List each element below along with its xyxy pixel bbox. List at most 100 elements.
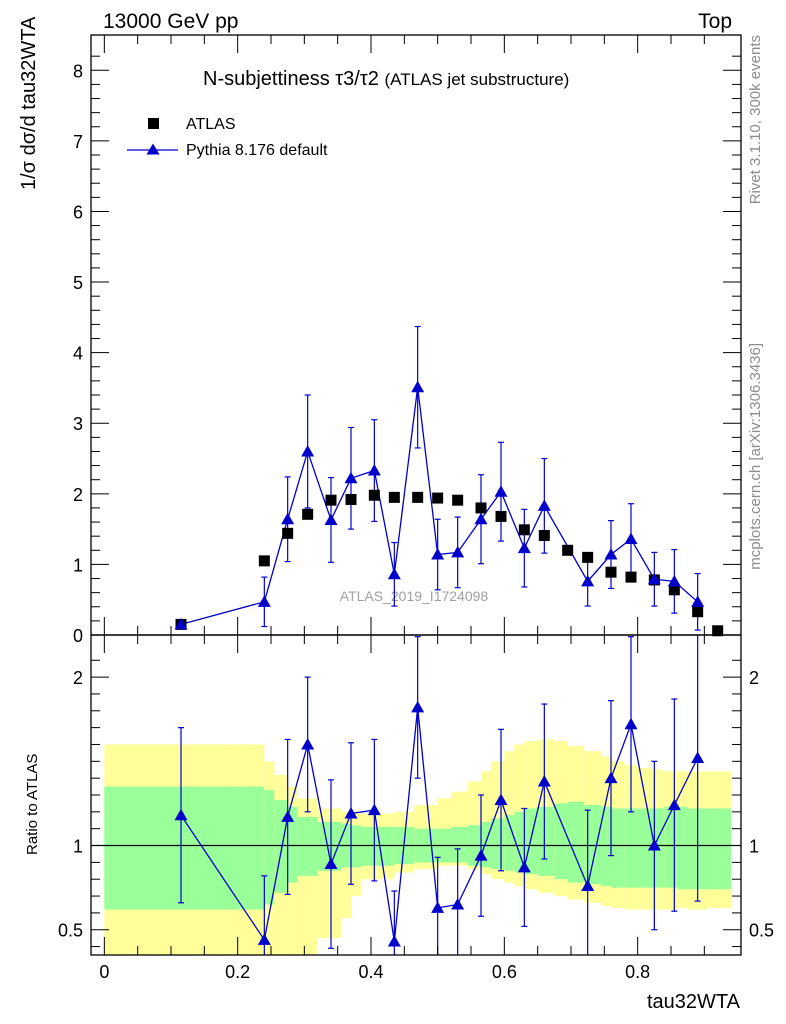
plot-title-note: (ATLAS jet substructure) — [384, 70, 569, 89]
main-plot-marks — [174, 325, 724, 637]
ratio-band-inner — [237, 786, 265, 910]
y-tick-label: 4 — [73, 344, 83, 364]
pythia-data-point — [517, 541, 531, 554]
x-axis-title: tau32WTA — [647, 991, 741, 1013]
ratio-band-inner — [537, 806, 555, 876]
ratio-y-tick-label-right: 0.5 — [749, 921, 774, 941]
main-plot-axes: 0 1 2 3 4 5 6 7 8 — [73, 34, 742, 646]
atlas-data-point — [538, 529, 550, 541]
main-plot: ATLAS_2019_I1724098 0 1 2 3 4 5 6 7 8 N-subjetti… — [18, 16, 742, 646]
analysis-watermark: ATLAS_2019_I1724098 — [340, 588, 489, 604]
pythia-data-point — [387, 567, 401, 580]
atlas-data-point — [452, 494, 464, 506]
ratio-data-point — [367, 803, 381, 816]
ratio-band-inner — [611, 808, 625, 888]
y-tick-label: 3 — [73, 414, 83, 434]
y-tick-label: 0 — [73, 626, 83, 646]
atlas-data-point — [258, 555, 270, 567]
ratio-band-inner — [567, 801, 585, 883]
ratio-data-point — [451, 897, 465, 910]
ratio-data-point — [691, 751, 705, 763]
atlas-data-point — [668, 584, 680, 596]
atlas-data-point — [412, 491, 424, 503]
ratio-data-point — [257, 933, 271, 945]
x-tick-label: 0.4 — [358, 962, 383, 982]
x-tick-label: 0 — [99, 962, 109, 982]
ratio-data-point — [517, 860, 531, 873]
pythia-data-point — [324, 513, 338, 525]
ratio-band-inner — [104, 786, 238, 910]
ratio-band-inner — [677, 806, 688, 890]
pythia-data-point — [411, 380, 425, 393]
pythia-data-point — [301, 444, 315, 457]
ratio-uncertainty-bands — [91, 739, 741, 955]
pythia-data-point — [494, 485, 508, 497]
ratio-band-inner — [491, 818, 505, 870]
ratio-y-axis-title: Ratio to ATLAS — [24, 754, 41, 855]
ratio-band-inner — [601, 806, 611, 886]
ratio-data-point — [604, 771, 618, 784]
pythia-data-point — [431, 548, 445, 560]
pythia-data-point — [174, 617, 188, 630]
ratio-band-inner — [297, 816, 318, 876]
pythia-data-point — [367, 464, 381, 476]
atlas-data-point — [625, 571, 637, 583]
pythia-data-point — [281, 512, 295, 525]
ratio-band-inner — [451, 827, 468, 863]
y-tick-label: 6 — [73, 202, 83, 222]
ratio-data-point — [647, 839, 661, 851]
ratio-data-point — [667, 798, 681, 811]
y-tick-label: 8 — [73, 61, 83, 81]
main-y-axis-title-text: 1/σ dσ/d tau32WTA — [18, 16, 40, 190]
legend-atlas-label: ATLAS — [186, 116, 236, 133]
ratio-band-inner — [504, 815, 515, 871]
pythia-data-point — [691, 595, 705, 607]
ratio-y-tick-label: 2 — [73, 668, 83, 688]
ratio-data-point — [301, 737, 315, 750]
pythia-data-point — [451, 545, 465, 558]
atlas-data-point — [712, 625, 724, 637]
atlas-data-point — [302, 508, 314, 520]
atlas-data-point — [495, 510, 507, 522]
atlas-data-point — [368, 489, 380, 501]
pythia-data-point — [604, 548, 618, 560]
x-tick-label: 0.2 — [225, 962, 250, 982]
plot-title: N-subjettiness τ3/τ2 (ATLAS jet substruc… — [203, 68, 569, 90]
ratio-band-inner — [351, 825, 361, 868]
pythia-data-point — [624, 532, 638, 544]
ratio-band-inner — [514, 811, 525, 873]
x-tick-label: 0.6 — [492, 962, 517, 982]
ratio-band-inner — [637, 808, 651, 888]
legend-pythia-marker — [146, 143, 160, 155]
ratio-data-point — [624, 717, 638, 730]
pythia-data-point — [667, 574, 681, 587]
plot-title-main: N-subjettiness — [203, 68, 330, 90]
atlas-data-point — [282, 527, 294, 539]
atlas-data-point — [518, 524, 530, 536]
ratio-y-tick-label-right: 1 — [749, 837, 759, 857]
atlas-data-point — [605, 566, 617, 578]
ratio-band-inner — [481, 821, 491, 868]
atlas-data-point — [582, 551, 594, 563]
ratio-data-point — [474, 849, 488, 861]
header-left-label: 13000 GeV pp — [103, 10, 238, 33]
rivet-version-label: Rivet 3.1.10, 300k events — [747, 35, 764, 204]
header-right-label: Top — [698, 10, 732, 33]
ratio-band-inner — [317, 821, 341, 871]
pythia-data-point — [581, 574, 595, 587]
ratio-data-point — [387, 935, 401, 947]
atlas-data-point — [388, 491, 400, 503]
ratio-data-point — [494, 793, 508, 806]
main-plot-frame — [91, 35, 741, 635]
ratio-data-point — [431, 901, 445, 913]
ratio-plot-axes: 0 0.2 0.4 0.6 0.8 0.5 0.5 1 1 2 2 — [58, 634, 774, 982]
pythia-data-point — [537, 499, 551, 511]
ratio-data-point — [537, 775, 551, 787]
ratio-plot: 0 0.2 0.4 0.6 0.8 0.5 0.5 1 1 2 2 Ratio to ATLAS — [24, 634, 774, 982]
ratio-data-point — [581, 879, 595, 891]
ratio-data-point — [324, 857, 338, 870]
ratio-data-point — [344, 807, 358, 819]
atlas-data-point — [562, 544, 574, 556]
ratio-plot-marks — [174, 635, 705, 955]
